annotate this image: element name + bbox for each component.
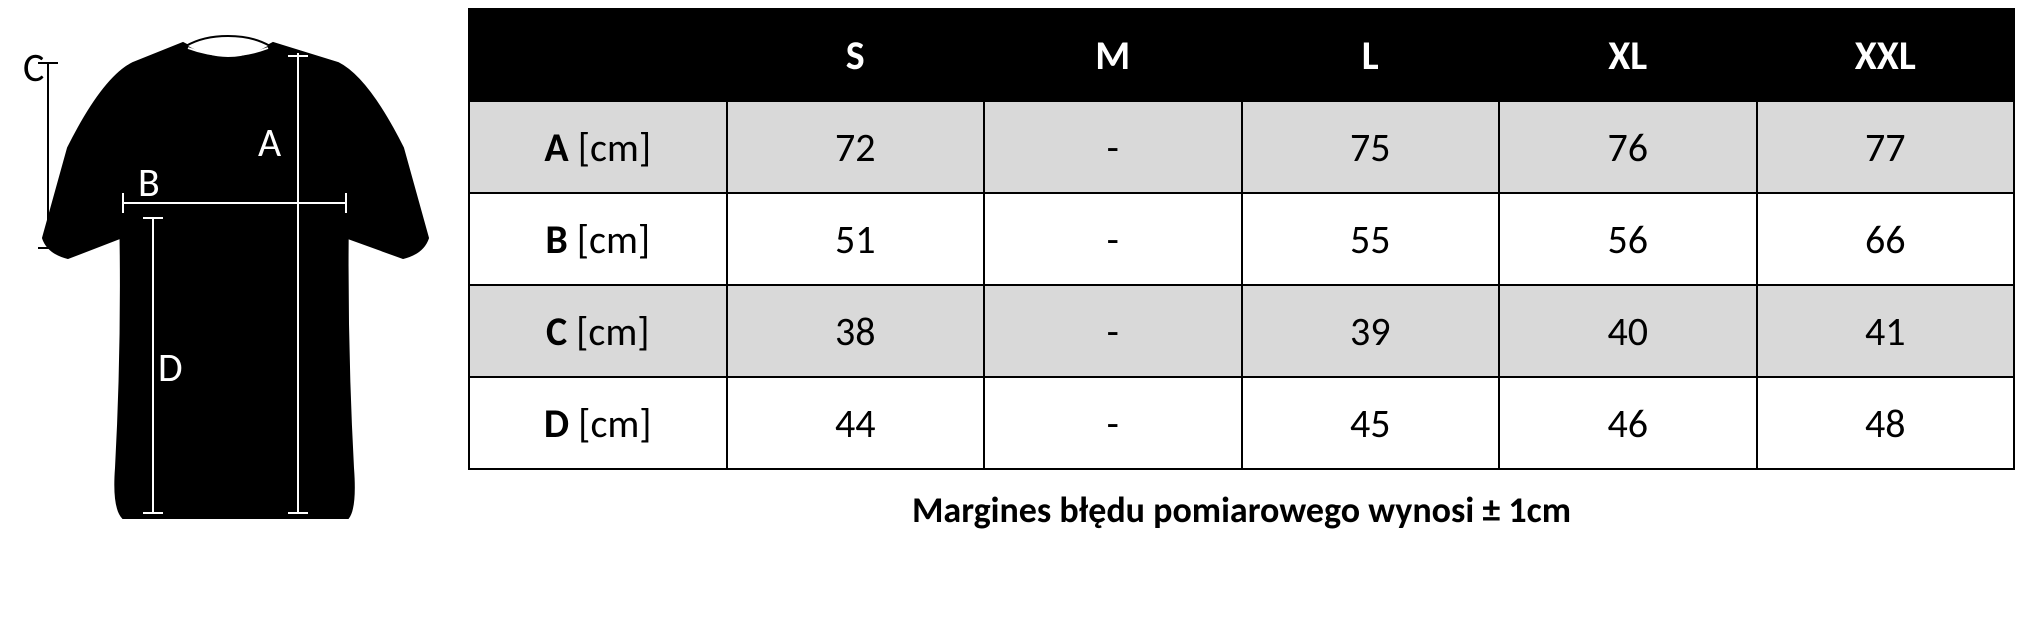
cell: 66 <box>1757 193 2015 285</box>
size-header-s: S <box>727 9 985 101</box>
table-row: B [cm] 51 - 55 56 66 <box>469 193 2014 285</box>
cell: 45 <box>1242 377 1500 469</box>
cell: 48 <box>1757 377 2015 469</box>
row-label-d: D [cm] <box>469 377 727 469</box>
cell: 38 <box>727 285 985 377</box>
cell: 56 <box>1499 193 1757 285</box>
cell: 39 <box>1242 285 1500 377</box>
diagram-label-b: B <box>138 158 160 207</box>
diagram-label-c: C <box>23 43 44 92</box>
table-row: A [cm] 72 - 75 76 77 <box>469 101 2014 193</box>
cell: 46 <box>1499 377 1757 469</box>
cell: 40 <box>1499 285 1757 377</box>
table-row: D [cm] 44 - 45 46 48 <box>469 377 2014 469</box>
size-table-container: S M L XL XXL A [cm] 72 - 75 76 77 B [cm]… <box>468 8 2015 532</box>
size-table: S M L XL XXL A [cm] 72 - 75 76 77 B [cm]… <box>468 8 2015 470</box>
cell: - <box>984 193 1242 285</box>
size-header-l: L <box>1242 9 1500 101</box>
table-row: C [cm] 38 - 39 40 41 <box>469 285 2014 377</box>
row-label-b: B [cm] <box>469 193 727 285</box>
cell: 55 <box>1242 193 1500 285</box>
row-label-a: A [cm] <box>469 101 727 193</box>
cell: 76 <box>1499 101 1757 193</box>
cell: - <box>984 377 1242 469</box>
cell: - <box>984 101 1242 193</box>
size-header-blank <box>469 9 727 101</box>
shirt-body <box>43 43 428 518</box>
row-label-c: C [cm] <box>469 285 727 377</box>
measurement-footnote: Margines błędu pomiarowego wynosi ± 1cm <box>468 488 2015 532</box>
shirt-measurement-diagram: A B C D <box>8 8 448 548</box>
cell: - <box>984 285 1242 377</box>
size-table-header-row: S M L XL XXL <box>469 9 2014 101</box>
cell: 41 <box>1757 285 2015 377</box>
cell: 51 <box>727 193 985 285</box>
cell: 44 <box>727 377 985 469</box>
shirt-svg <box>8 8 448 548</box>
size-header-xl: XL <box>1499 9 1757 101</box>
cell: 75 <box>1242 101 1500 193</box>
size-header-m: M <box>984 9 1242 101</box>
cell: 77 <box>1757 101 2015 193</box>
cell: 72 <box>727 101 985 193</box>
size-header-xxl: XXL <box>1757 9 2015 101</box>
diagram-label-a: A <box>258 118 281 167</box>
diagram-label-d: D <box>158 343 183 392</box>
